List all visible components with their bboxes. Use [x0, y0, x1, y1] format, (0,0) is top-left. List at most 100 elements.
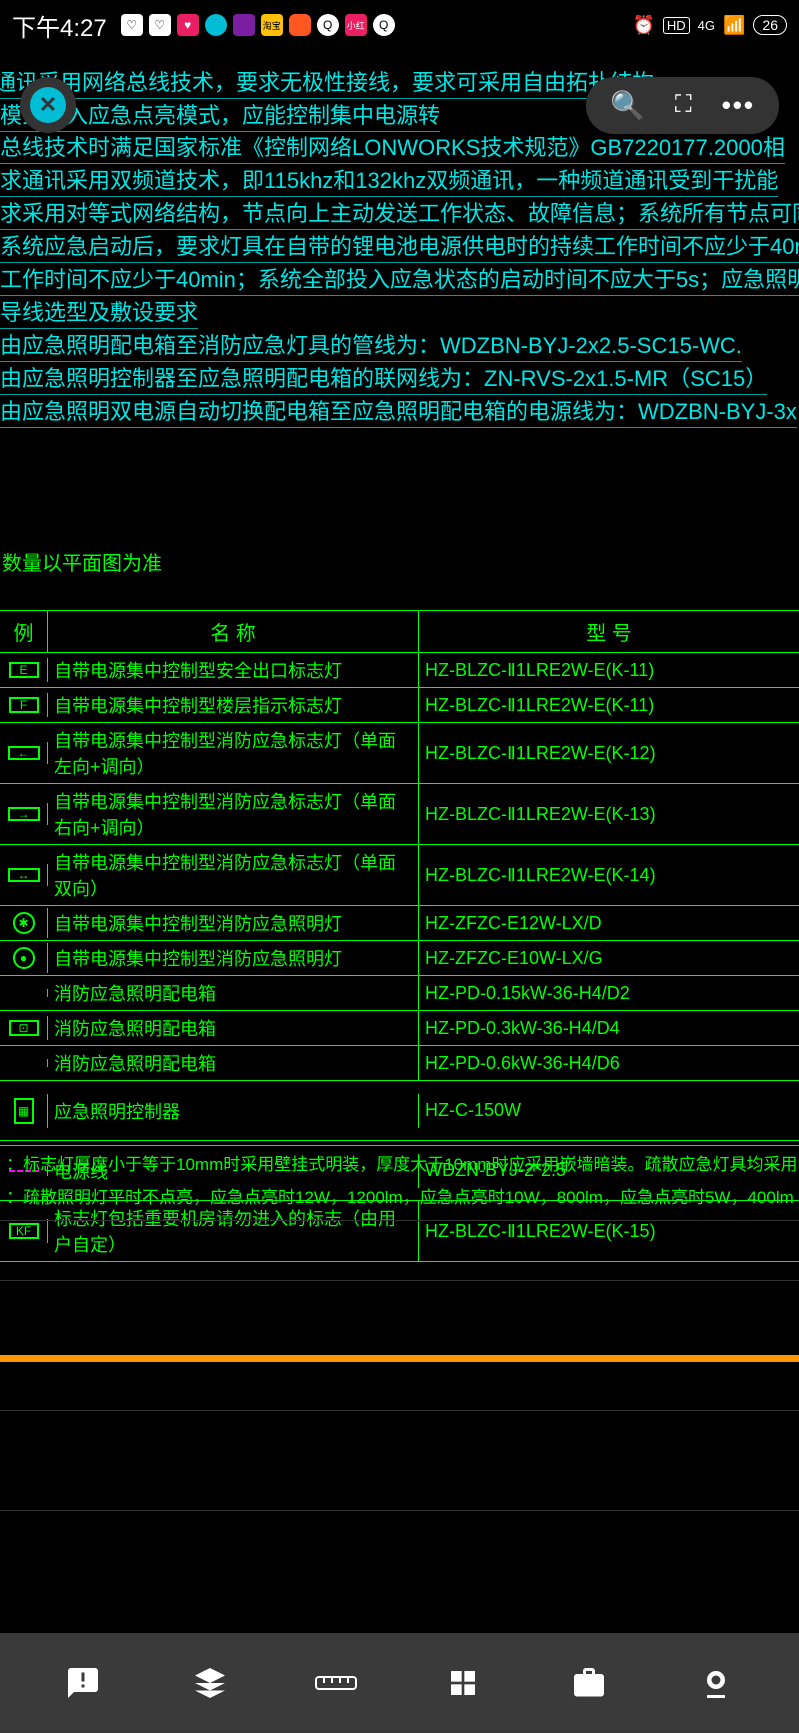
app-icon-4 — [205, 14, 227, 36]
table-header: 例 名 称 型 号 — [0, 610, 799, 653]
name-cell: 自带电源集中控制型消防应急照明灯 — [48, 941, 419, 975]
layers-tool[interactable] — [188, 1661, 232, 1705]
symbol-cell — [0, 989, 48, 997]
symbol-cell: ▦ — [0, 1094, 48, 1128]
symbol-cell: F — [0, 693, 48, 717]
symbol-cell: ● — [0, 943, 48, 973]
symbol-cell: ✱ — [0, 908, 48, 938]
app-icon-6: 淘宝 — [261, 14, 283, 36]
symbol-cell: ↔ — [0, 864, 48, 886]
name-cell: 应急照明控制器 — [48, 1094, 419, 1128]
cad-text-line: 工作时间不应少于40min；系统全部投入应急状态的启动时间不应大于5s；应急照明… — [0, 262, 799, 296]
model-cell: HZ-BLZC-Ⅱ1LRE2W-E(K-11) — [419, 656, 799, 685]
zoom-icon[interactable]: 🔍 — [610, 89, 645, 122]
model-cell: HZ-BLZC-Ⅱ1LRE2W-E(K-12) — [419, 739, 799, 768]
toolbox-tool[interactable] — [567, 1661, 611, 1705]
table-row: ↔自带电源集中控制型消防应急标志灯（单面双向）HZ-BLZC-Ⅱ1LRE2W-E… — [0, 845, 799, 906]
notes-section: ：标志灯厚度小于等于10mm时采用壁挂式明装，厚度大于10mm时应采用嵌墙暗装。… — [0, 1145, 799, 1212]
th-name: 名 称 — [48, 611, 419, 652]
status-right: ⏰ HD 4G 📶 26 — [632, 15, 787, 36]
divider-line — [0, 1355, 799, 1362]
name-cell: 自带电源集中控制型消防应急标志灯（单面左向+调向） — [48, 723, 419, 783]
symbol-cell: → — [0, 803, 48, 825]
bottom-toolbar — [0, 1633, 799, 1733]
table-row: →自带电源集中控制型消防应急标志灯（单面右向+调向）HZ-BLZC-Ⅱ1LRE2… — [0, 784, 799, 845]
viewer-toolbar: ✕ 🔍 ⛶ ••• — [0, 70, 799, 140]
cad-text-line: 求采用对等式网络结构，节点向上主动发送工作状态、故障信息；系统所有节点可同时 — [0, 196, 799, 230]
signal-4g: 4G — [698, 18, 715, 33]
camera-tool[interactable] — [694, 1661, 738, 1705]
symbol-cell: KF — [0, 1219, 48, 1243]
cad-text-line: 导线选型及敷设要求 — [0, 295, 198, 329]
fullscreen-icon[interactable]: ⛶ — [675, 91, 692, 119]
more-icon[interactable]: ••• — [722, 90, 755, 121]
model-cell: HZ-BLZC-Ⅱ1LRE2W-E(K-14) — [419, 861, 799, 890]
name-cell: 消防应急照明配电箱 — [48, 976, 419, 1010]
th-symbol: 例 — [0, 611, 48, 652]
th-model: 型 号 — [419, 611, 799, 652]
cad-text-line: 由应急照明控制器至应急照明配电箱的联网线为：ZN-RVS-2x1.5-MR（SC… — [0, 361, 767, 395]
model-cell: HZ-ZFZC-E10W-LX/G — [419, 944, 799, 973]
name-cell: 自带电源集中控制型楼层指示标志灯 — [48, 688, 419, 722]
close-icon: ✕ — [30, 87, 66, 123]
table-row: ●自带电源集中控制型消防应急照明灯HZ-ZFZC-E10W-LX/G — [0, 941, 799, 976]
model-cell: HZ-ZFZC-E12W-LX/D — [419, 909, 799, 938]
grid-line — [0, 1280, 799, 1281]
table-title: 数量以平面图为准 — [2, 547, 162, 576]
name-cell: 消防应急照明配电箱 — [48, 1011, 419, 1045]
time: 下午4:27 — [12, 8, 107, 43]
status-left: 下午4:27 ♡ ♡ ♥ 淘宝 Q 小红 Q — [12, 8, 395, 43]
note-line: ：疏散照明灯平时不点亮，应急点亮时12W，1200lm，应急点亮时10W，800… — [0, 1179, 799, 1212]
model-cell: HZ-PD-0.3kW-36-H4/D4 — [419, 1014, 799, 1043]
note-line: ：标志灯厚度小于等于10mm时采用壁挂式明装，厚度大于10mm时应采用嵌墙暗装。… — [0, 1146, 799, 1179]
table-row: 消防应急照明配电箱HZ-PD-0.15kW-36-H4/D2 — [0, 976, 799, 1011]
symbol-cell: ← — [0, 742, 48, 764]
app-icon-7 — [289, 14, 311, 36]
model-cell: HZ-PD-0.15kW-36-H4/D2 — [419, 979, 799, 1008]
model-cell: HZ-BLZC-Ⅱ1LRE2W-E(K-11) — [419, 691, 799, 720]
grid-line — [0, 1410, 799, 1411]
grid-line — [0, 1510, 799, 1511]
name-cell: 自带电源集中控制型消防应急照明灯 — [48, 906, 419, 940]
model-cell: HZ-C-150W — [419, 1096, 799, 1125]
status-bar: 下午4:27 ♡ ♡ ♥ 淘宝 Q 小红 Q ⏰ HD 4G 📶 26 — [0, 0, 799, 50]
app-icon-10: Q — [373, 14, 395, 36]
symbol-cell — [0, 1059, 48, 1067]
name-cell: 自带电源集中控制型消防应急标志灯（单面右向+调向） — [48, 784, 419, 844]
table-row: ←自带电源集中控制型消防应急标志灯（单面左向+调向）HZ-BLZC-Ⅱ1LRE2… — [0, 723, 799, 784]
table-row: E自带电源集中控制型安全出口标志灯HZ-BLZC-Ⅱ1LRE2W-E(K-11) — [0, 653, 799, 688]
symbol-cell: ⊡ — [0, 1016, 48, 1040]
battery: 26 — [753, 15, 787, 35]
cad-text-line: 求通讯采用双频道技术，即115khz和132khz双频通讯，一种频道通讯受到干扰… — [0, 163, 778, 197]
cad-text-line: 系统应急启动后，要求灯具在自带的锂电池电源供电时的持续工作时间不应少于40min — [0, 229, 799, 263]
table-row: 消防应急照明配电箱HZ-PD-0.6kW-36-H4/D6 — [0, 1046, 799, 1081]
grid-tool[interactable] — [441, 1661, 485, 1705]
app-icon-5 — [233, 14, 255, 36]
app-icon-8: Q — [317, 14, 339, 36]
model-cell: HZ-BLZC-Ⅱ1LRE2W-E(K-13) — [419, 800, 799, 829]
signal-bars: 📶 — [723, 15, 745, 36]
app-icon-2: ♡ — [149, 14, 171, 36]
symbol-cell: E — [0, 658, 48, 682]
model-cell: HZ-PD-0.6kW-36-H4/D6 — [419, 1049, 799, 1078]
table-row: ⊡消防应急照明配电箱HZ-PD-0.3kW-36-H4/D4 — [0, 1011, 799, 1046]
measure-tool[interactable] — [314, 1661, 358, 1705]
cad-text-line: 由应急照明双电源自动切换配电箱至应急照明配电箱的电源线为：WDZBN-BYJ-3… — [0, 394, 797, 428]
name-cell: 消防应急照明配电箱 — [48, 1046, 419, 1080]
alarm-icon: ⏰ — [632, 15, 654, 36]
grid-line — [0, 1220, 799, 1221]
hd-badge: HD — [663, 17, 690, 34]
table-row: F自带电源集中控制型楼层指示标志灯HZ-BLZC-Ⅱ1LRE2W-E(K-11) — [0, 688, 799, 723]
cad-viewport[interactable]: 系统通讯采用网络总线技术，要求无极性接线，要求可采用自由拓扑结构模式转入应急点亮… — [0, 50, 799, 1633]
app-icon-1: ♡ — [121, 14, 143, 36]
cad-text-line: 由应急照明配电箱至消防应急灯具的管线为：WDZBN-BYJ-2x2.5-SC15… — [0, 328, 742, 362]
app-icon-9: 小红 — [345, 14, 367, 36]
close-button[interactable]: ✕ — [20, 77, 76, 133]
table-row: ▦应急照明控制器HZ-C-150W — [0, 1081, 799, 1141]
comment-tool[interactable] — [61, 1661, 105, 1705]
name-cell: 自带电源集中控制型消防应急标志灯（单面双向） — [48, 845, 419, 905]
name-cell: 自带电源集中控制型安全出口标志灯 — [48, 653, 419, 687]
right-tools: 🔍 ⛶ ••• — [586, 77, 779, 134]
table-row: ✱自带电源集中控制型消防应急照明灯HZ-ZFZC-E12W-LX/D — [0, 906, 799, 941]
app-icon-3: ♥ — [177, 14, 199, 36]
